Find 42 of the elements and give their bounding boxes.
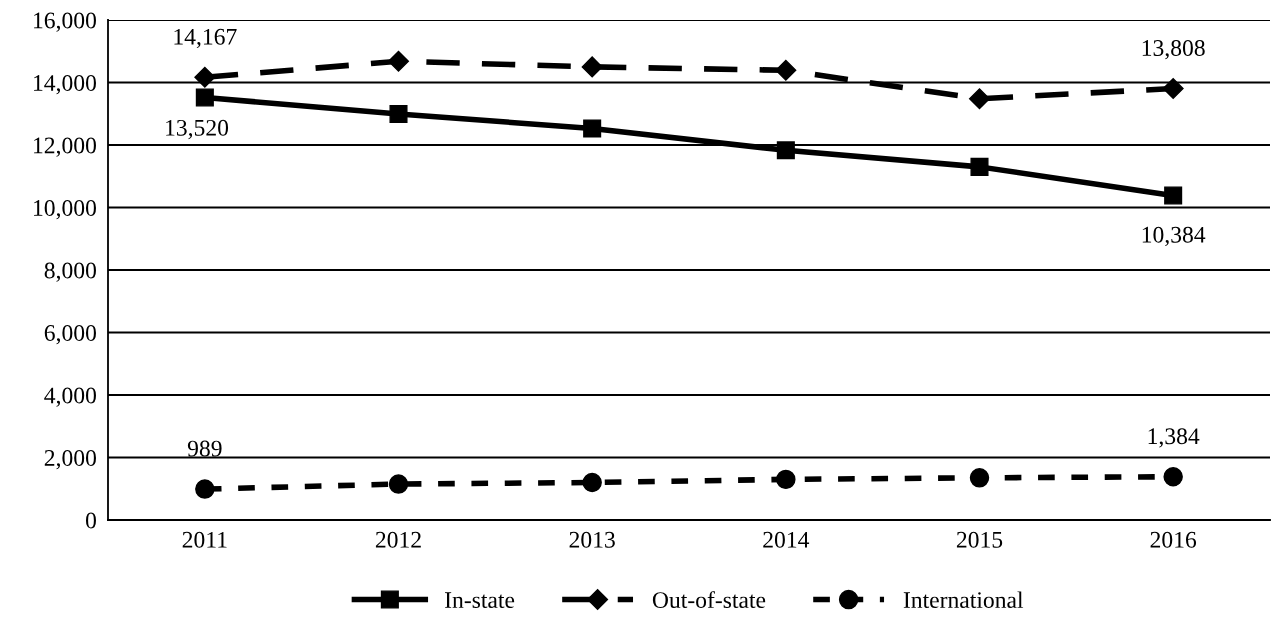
y-tick-label: 4,000 <box>44 387 96 407</box>
point <box>968 88 991 110</box>
y-tick-label: 14,000 <box>34 74 96 95</box>
y-tick-label: 10,000 <box>34 199 96 220</box>
y-tick-label: 0 <box>85 512 96 529</box>
data-label: 1,384 <box>1148 428 1200 448</box>
point <box>389 105 408 124</box>
legend-label: Out-of-state <box>652 591 766 609</box>
point <box>1164 186 1183 205</box>
point <box>387 50 410 72</box>
point <box>388 474 409 494</box>
data-label: 10,384 <box>1142 226 1206 247</box>
legend-label: In-state <box>445 592 515 609</box>
data-label: 13,808 <box>1142 39 1205 60</box>
y-tick-label: 8,000 <box>44 262 96 282</box>
point <box>969 468 990 488</box>
y-tick-label: 2,000 <box>44 449 96 470</box>
point <box>776 141 795 160</box>
point <box>583 119 602 138</box>
point <box>776 469 796 490</box>
data-label: 13,520 <box>166 119 229 140</box>
point <box>195 88 214 107</box>
data-label: 14,167 <box>174 28 237 49</box>
point <box>1162 77 1184 100</box>
point <box>195 479 215 499</box>
x-tick-label: 2015 <box>956 531 1003 548</box>
point <box>775 59 797 81</box>
point <box>194 66 216 88</box>
point <box>582 472 602 493</box>
x-tick-label: 2012 <box>375 531 421 548</box>
point <box>1163 467 1183 487</box>
x-tick-label: 2016 <box>1150 531 1197 548</box>
point <box>581 56 603 78</box>
data-label: 989 <box>187 440 222 457</box>
y-tick-label: 16,000 <box>34 12 96 32</box>
x-tick-label: 2011 <box>182 531 227 548</box>
x-tick-label: 2013 <box>569 531 615 548</box>
point <box>970 157 989 176</box>
legend-label: International <box>903 591 1024 609</box>
x-tick-label: 2014 <box>763 531 810 548</box>
y-tick-label: 6,000 <box>44 324 96 345</box>
y-tick-label: 12,000 <box>34 137 96 157</box>
